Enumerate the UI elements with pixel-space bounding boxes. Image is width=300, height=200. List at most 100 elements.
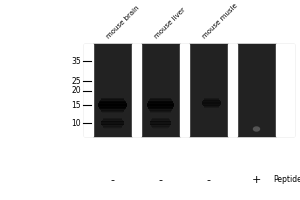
Bar [152, 119, 169, 120]
Text: -: - [158, 175, 163, 185]
Text: 10: 10 [71, 118, 81, 128]
Bar [150, 99, 171, 100]
Bar [150, 110, 171, 111]
Bar [152, 127, 169, 128]
Bar [100, 110, 124, 111]
Bar [203, 100, 220, 101]
Bar [103, 119, 122, 120]
Bar [100, 101, 125, 102]
Bar [101, 98, 124, 99]
Bar [148, 101, 173, 102]
Bar [99, 108, 126, 109]
Bar [147, 103, 174, 104]
Bar [148, 108, 173, 109]
Bar [101, 124, 124, 125]
Bar [103, 127, 122, 128]
Bar [100, 108, 125, 109]
Bar [103, 127, 122, 128]
Bar [103, 119, 122, 120]
Bar [150, 98, 171, 99]
Bar [101, 123, 124, 124]
Bar [204, 106, 219, 107]
Bar [152, 126, 169, 127]
Bar [149, 109, 172, 110]
Text: 20: 20 [71, 86, 81, 95]
Bar [204, 98, 219, 99]
Text: mouse brain: mouse brain [105, 5, 140, 40]
Bar [98, 104, 127, 105]
Bar [98, 105, 127, 106]
Bar [102, 125, 123, 126]
Bar [101, 111, 124, 112]
Bar [148, 102, 173, 103]
Bar [204, 106, 219, 107]
Bar [84, 44, 93, 136]
Bar [102, 112, 123, 113]
Bar [276, 44, 294, 136]
Bar [202, 104, 221, 105]
Bar [202, 103, 221, 104]
Bar [147, 105, 174, 106]
Bar [101, 98, 124, 99]
Bar [148, 101, 172, 102]
Bar [189, 44, 228, 136]
Bar [150, 112, 171, 113]
Bar [101, 122, 124, 123]
Bar [147, 104, 174, 105]
Bar [101, 110, 124, 111]
Bar [98, 105, 127, 106]
Bar [147, 106, 174, 107]
Bar [204, 107, 219, 108]
Bar [98, 106, 127, 107]
Bar [228, 44, 237, 136]
Bar [99, 102, 126, 103]
Bar [93, 44, 132, 136]
Bar [150, 122, 171, 123]
Bar [100, 99, 124, 100]
Bar [150, 124, 171, 125]
Bar [152, 118, 169, 119]
Bar [203, 100, 220, 101]
Text: 25: 25 [71, 76, 81, 86]
Bar [147, 105, 174, 106]
Bar [204, 99, 219, 100]
Text: -: - [206, 175, 211, 185]
Bar [153, 128, 168, 129]
Bar [180, 44, 189, 136]
Text: +: + [252, 175, 261, 185]
Bar [148, 102, 173, 103]
Text: mouse musle: mouse musle [201, 3, 238, 40]
Bar [99, 102, 126, 103]
Bar [103, 126, 122, 127]
Circle shape [254, 127, 260, 131]
Bar [150, 111, 171, 112]
Text: Peptide: Peptide [273, 176, 300, 184]
Bar [204, 99, 219, 100]
Bar [101, 124, 124, 125]
Bar [100, 109, 125, 110]
Bar [204, 98, 219, 99]
Text: mouse liver: mouse liver [153, 7, 186, 40]
Bar [132, 44, 141, 136]
Bar [202, 102, 221, 103]
Bar [101, 121, 124, 122]
Bar [150, 98, 171, 99]
Bar [103, 118, 122, 119]
Bar [147, 104, 174, 105]
Bar [150, 124, 171, 125]
Bar [203, 105, 220, 106]
Bar [150, 111, 171, 112]
Bar [103, 126, 122, 127]
Bar [151, 120, 170, 121]
Bar [152, 126, 169, 127]
Bar [84, 44, 294, 136]
Bar [148, 108, 172, 109]
Text: 35: 35 [71, 56, 81, 66]
Bar [99, 107, 126, 108]
Bar [99, 107, 126, 108]
Bar [149, 100, 172, 101]
Bar [150, 123, 171, 124]
Bar [152, 119, 169, 120]
Bar [103, 118, 122, 119]
Bar [149, 110, 172, 111]
